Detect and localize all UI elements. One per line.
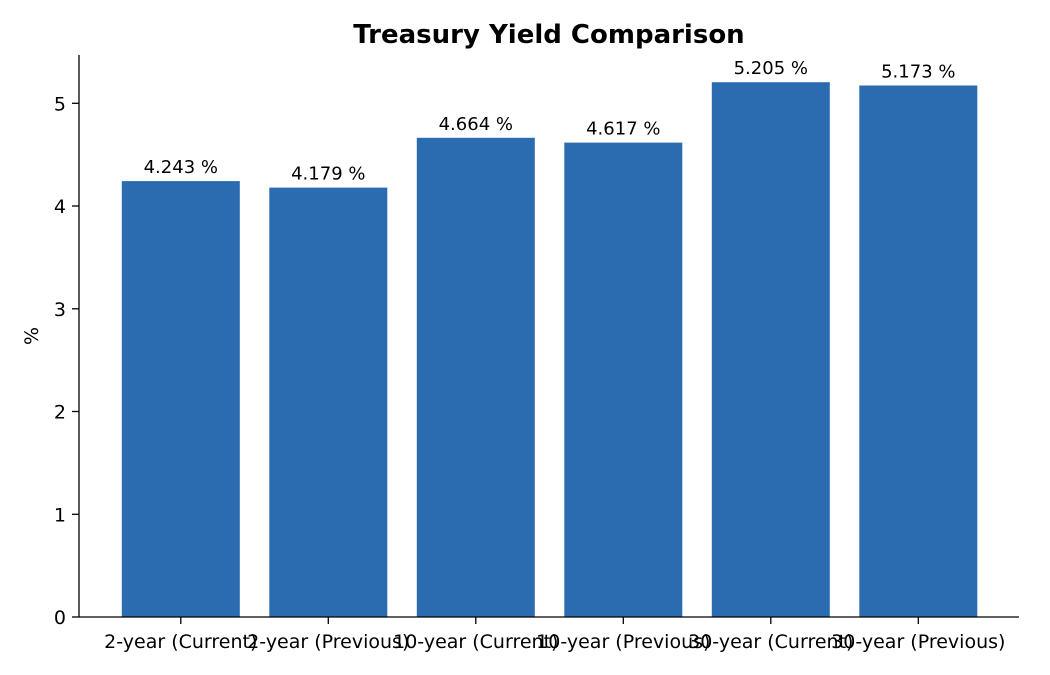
bars-group: 4.243 % 4.179 % 4.664 % 4.617 % 5.205 % 5.173… [121, 58, 978, 618]
data-label-3: 4.617 % [586, 119, 660, 140]
x-tick-label-2: 10-year (Current) [393, 631, 558, 653]
bar-5 [859, 85, 978, 617]
x-ticks-group: 2-year (Current)2-year (Previous)10-year… [104, 617, 1005, 653]
x-tick-label-3: 10-year (Previous) [536, 631, 710, 653]
data-label-4: 5.205 % [734, 58, 808, 79]
bar-1 [269, 187, 388, 617]
bar-4 [711, 82, 830, 617]
y-axis-label: % [21, 327, 43, 345]
y-tick-label-4: 4 [54, 196, 66, 218]
bar-3 [564, 142, 683, 617]
x-tick-label-5: 30-year (Previous) [831, 631, 1005, 653]
x-tick-label-0: 2-year (Current) [104, 631, 257, 653]
y-tick-label-0: 0 [54, 607, 66, 629]
y-tick-label-2: 2 [54, 402, 66, 424]
data-label-1: 4.179 % [291, 164, 365, 185]
y-tick-label-1: 1 [54, 504, 66, 526]
data-label-5: 5.173 % [881, 62, 955, 83]
y-ticks-group: 0 1 2 3 4 5 [54, 93, 79, 629]
bar-0 [121, 181, 240, 617]
x-tick-label-1: 2-year (Previous) [247, 631, 409, 653]
data-label-0: 4.243 % [144, 157, 218, 178]
x-tick-label-4: 30-year (Current) [688, 631, 853, 653]
y-tick-label-3: 3 [54, 299, 66, 321]
chart-title: Treasury Yield Comparison [353, 20, 744, 50]
data-label-2: 4.664 % [439, 114, 513, 135]
bar-2 [416, 137, 535, 618]
y-tick-label-5: 5 [54, 93, 66, 115]
